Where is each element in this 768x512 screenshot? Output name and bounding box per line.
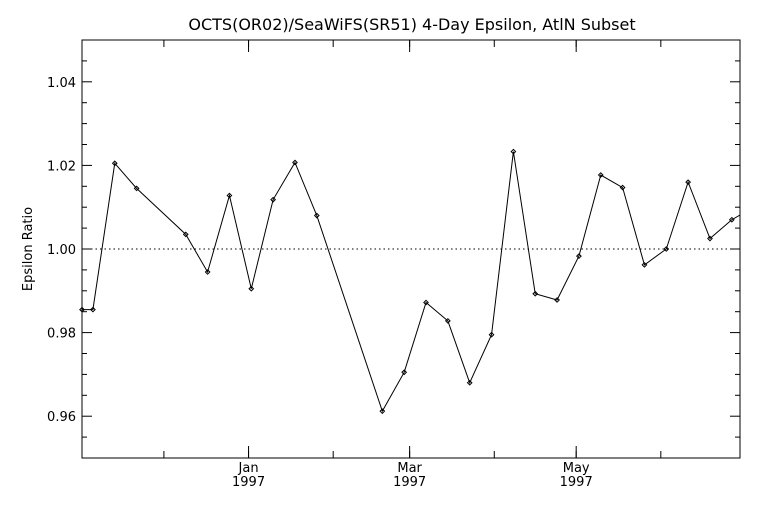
data-point: [226, 192, 233, 199]
y-tick-label: 1.00: [47, 243, 76, 258]
data-point: [292, 159, 298, 166]
data-point: [554, 297, 560, 303]
axes: 0.960.981.001.021.04Jan1997Mar1997May199…: [47, 39, 740, 490]
data-point: [182, 231, 189, 238]
x-tick-label-year: 1997: [560, 475, 593, 490]
y-tick-label: 0.98: [47, 327, 76, 342]
data-point: [313, 212, 320, 219]
data-point: [79, 306, 85, 313]
x-tick-label-year: 1997: [393, 475, 426, 490]
data-point: [707, 235, 713, 242]
data-point: [576, 253, 582, 260]
y-tick-label: 1.04: [47, 76, 76, 91]
data-point: [111, 160, 118, 167]
data-point: [423, 299, 429, 306]
data-point: [663, 246, 670, 252]
data-point: [488, 331, 495, 338]
data-point: [685, 179, 692, 186]
data-point: [532, 290, 539, 297]
data-point: [597, 172, 604, 178]
y-axis-label: Epsilon Ratio: [21, 207, 36, 291]
data-point: [444, 317, 451, 324]
chart-title: OCTS(OR02)/SeaWiFS(SR51) 4-Day Epsilon, …: [188, 15, 635, 34]
data-point: [270, 196, 277, 203]
data-point: [90, 306, 96, 313]
series-line: [82, 151, 740, 413]
data-point: [204, 269, 211, 275]
x-tick-label-year: 1997: [232, 475, 265, 490]
data-point: [401, 369, 408, 376]
x-tick-label-month: Jan: [238, 461, 259, 476]
x-tick-label-month: Mar: [397, 461, 422, 476]
data-point: [379, 408, 386, 415]
series-layer: [79, 148, 740, 415]
data-point: [510, 148, 517, 155]
x-tick-label-month: May: [563, 461, 590, 476]
data-point: [248, 285, 255, 292]
y-tick-label: 1.02: [47, 159, 76, 174]
data-point: [133, 185, 140, 192]
data-point: [641, 261, 648, 268]
data-point: [619, 184, 626, 191]
data-point: [728, 216, 735, 223]
y-tick-label: 0.96: [47, 410, 76, 425]
data-point: [466, 379, 473, 386]
